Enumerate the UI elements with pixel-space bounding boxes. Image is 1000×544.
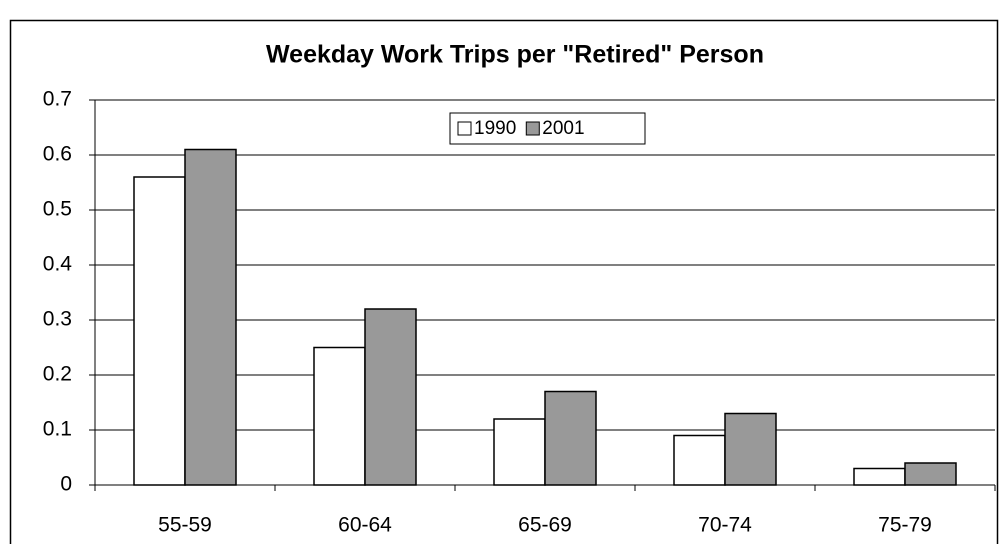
y-tick-label: 0 [60, 473, 72, 496]
legend-label: 2001 [542, 118, 584, 139]
y-tick-label: 0.6 [43, 143, 72, 166]
legend-box [449, 112, 646, 145]
x-tick-label: 60-64 [338, 514, 392, 537]
bar [544, 390, 597, 486]
bar [133, 176, 186, 486]
legend-label: 1990 [474, 118, 516, 139]
bar [493, 418, 546, 486]
chart-title: Weekday Work Trips per "Retired" Person [266, 41, 764, 69]
legend-swatch [525, 121, 540, 136]
bar [853, 467, 906, 486]
bar [184, 148, 237, 486]
x-tick-label: 65-69 [518, 514, 572, 537]
y-tick-label: 0.4 [43, 253, 73, 276]
y-tick-label: 0.3 [43, 308, 72, 331]
bar [724, 412, 777, 486]
bar [364, 308, 417, 486]
bar [904, 462, 957, 486]
x-tick-label: 75-79 [878, 514, 932, 537]
y-tick-label: 0.7 [43, 88, 72, 111]
legend-swatch [457, 121, 472, 136]
y-tick-label: 0.1 [43, 418, 72, 441]
bar [313, 346, 366, 486]
bar [673, 434, 726, 486]
y-tick-label: 0.2 [43, 363, 72, 386]
y-tick-label: 0.5 [43, 198, 72, 221]
x-tick-label: 55-59 [158, 514, 212, 537]
x-tick-label: 70-74 [698, 514, 752, 537]
